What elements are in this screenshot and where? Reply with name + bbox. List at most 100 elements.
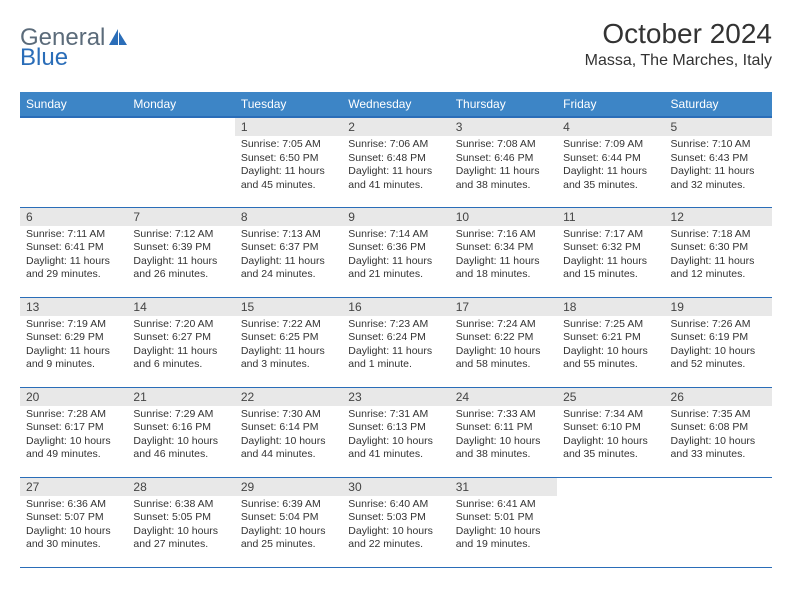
day-number: 2 <box>342 118 449 136</box>
calendar-cell: 12Sunrise: 7:18 AMSunset: 6:30 PMDayligh… <box>665 207 772 297</box>
day-details: Sunrise: 7:14 AMSunset: 6:36 PMDaylight:… <box>342 226 449 287</box>
day-details: Sunrise: 7:33 AMSunset: 6:11 PMDaylight:… <box>450 406 557 467</box>
calendar-row: 1Sunrise: 7:05 AMSunset: 6:50 PMDaylight… <box>20 117 772 207</box>
month-title: October 2024 <box>585 18 772 50</box>
day-details: Sunrise: 7:11 AMSunset: 6:41 PMDaylight:… <box>20 226 127 287</box>
calendar-cell: 27Sunrise: 6:36 AMSunset: 5:07 PMDayligh… <box>20 477 127 567</box>
day-details: Sunrise: 6:38 AMSunset: 5:05 PMDaylight:… <box>127 496 234 557</box>
day-details: Sunrise: 7:34 AMSunset: 6:10 PMDaylight:… <box>557 406 664 467</box>
day-details: Sunrise: 6:40 AMSunset: 5:03 PMDaylight:… <box>342 496 449 557</box>
day-details: Sunrise: 7:35 AMSunset: 6:08 PMDaylight:… <box>665 406 772 467</box>
day-details: Sunrise: 6:36 AMSunset: 5:07 PMDaylight:… <box>20 496 127 557</box>
day-details: Sunrise: 6:41 AMSunset: 5:01 PMDaylight:… <box>450 496 557 557</box>
calendar-cell: 1Sunrise: 7:05 AMSunset: 6:50 PMDaylight… <box>235 117 342 207</box>
weekday-header: Sunday <box>20 92 127 117</box>
day-details: Sunrise: 7:19 AMSunset: 6:29 PMDaylight:… <box>20 316 127 377</box>
weekday-header: Monday <box>127 92 234 117</box>
day-number: 29 <box>235 478 342 496</box>
calendar-cell: 30Sunrise: 6:40 AMSunset: 5:03 PMDayligh… <box>342 477 449 567</box>
calendar-cell: 21Sunrise: 7:29 AMSunset: 6:16 PMDayligh… <box>127 387 234 477</box>
day-number: 15 <box>235 298 342 316</box>
header: General October 2024 Massa, The Marches,… <box>20 18 772 70</box>
day-details: Sunrise: 7:28 AMSunset: 6:17 PMDaylight:… <box>20 406 127 467</box>
day-details: Sunrise: 7:09 AMSunset: 6:44 PMDaylight:… <box>557 136 664 197</box>
day-number: 16 <box>342 298 449 316</box>
calendar-cell: 4Sunrise: 7:09 AMSunset: 6:44 PMDaylight… <box>557 117 664 207</box>
calendar-row: 20Sunrise: 7:28 AMSunset: 6:17 PMDayligh… <box>20 387 772 477</box>
calendar-cell: 24Sunrise: 7:33 AMSunset: 6:11 PMDayligh… <box>450 387 557 477</box>
day-number: 22 <box>235 388 342 406</box>
calendar-cell: 11Sunrise: 7:17 AMSunset: 6:32 PMDayligh… <box>557 207 664 297</box>
calendar-cell: 16Sunrise: 7:23 AMSunset: 6:24 PMDayligh… <box>342 297 449 387</box>
day-number: 20 <box>20 388 127 406</box>
day-number: 1 <box>235 118 342 136</box>
calendar-cell <box>127 117 234 207</box>
day-number: 26 <box>665 388 772 406</box>
day-details: Sunrise: 7:17 AMSunset: 6:32 PMDaylight:… <box>557 226 664 287</box>
day-number: 3 <box>450 118 557 136</box>
calendar-row: 27Sunrise: 6:36 AMSunset: 5:07 PMDayligh… <box>20 477 772 567</box>
day-details: Sunrise: 7:29 AMSunset: 6:16 PMDaylight:… <box>127 406 234 467</box>
calendar-cell: 2Sunrise: 7:06 AMSunset: 6:48 PMDaylight… <box>342 117 449 207</box>
calendar-cell <box>557 477 664 567</box>
calendar-cell: 22Sunrise: 7:30 AMSunset: 6:14 PMDayligh… <box>235 387 342 477</box>
calendar-table: SundayMondayTuesdayWednesdayThursdayFrid… <box>20 92 772 568</box>
day-number: 27 <box>20 478 127 496</box>
calendar-cell: 9Sunrise: 7:14 AMSunset: 6:36 PMDaylight… <box>342 207 449 297</box>
weekday-header: Saturday <box>665 92 772 117</box>
day-details: Sunrise: 7:22 AMSunset: 6:25 PMDaylight:… <box>235 316 342 377</box>
day-number: 12 <box>665 208 772 226</box>
calendar-cell: 7Sunrise: 7:12 AMSunset: 6:39 PMDaylight… <box>127 207 234 297</box>
day-number: 17 <box>450 298 557 316</box>
logo-text-blue: Blue <box>20 44 68 71</box>
calendar-row: 6Sunrise: 7:11 AMSunset: 6:41 PMDaylight… <box>20 207 772 297</box>
day-number: 11 <box>557 208 664 226</box>
day-number: 9 <box>342 208 449 226</box>
day-details: Sunrise: 7:08 AMSunset: 6:46 PMDaylight:… <box>450 136 557 197</box>
day-details: Sunrise: 7:26 AMSunset: 6:19 PMDaylight:… <box>665 316 772 377</box>
day-details: Sunrise: 7:16 AMSunset: 6:34 PMDaylight:… <box>450 226 557 287</box>
day-number: 14 <box>127 298 234 316</box>
sail-icon <box>108 28 128 51</box>
day-details: Sunrise: 7:10 AMSunset: 6:43 PMDaylight:… <box>665 136 772 197</box>
day-number: 23 <box>342 388 449 406</box>
day-details: Sunrise: 7:18 AMSunset: 6:30 PMDaylight:… <box>665 226 772 287</box>
day-number: 4 <box>557 118 664 136</box>
day-details: Sunrise: 7:23 AMSunset: 6:24 PMDaylight:… <box>342 316 449 377</box>
calendar-cell: 17Sunrise: 7:24 AMSunset: 6:22 PMDayligh… <box>450 297 557 387</box>
day-number: 8 <box>235 208 342 226</box>
calendar-cell: 31Sunrise: 6:41 AMSunset: 5:01 PMDayligh… <box>450 477 557 567</box>
weekday-header: Wednesday <box>342 92 449 117</box>
day-number: 21 <box>127 388 234 406</box>
calendar-cell: 6Sunrise: 7:11 AMSunset: 6:41 PMDaylight… <box>20 207 127 297</box>
calendar-cell: 15Sunrise: 7:22 AMSunset: 6:25 PMDayligh… <box>235 297 342 387</box>
calendar-cell <box>665 477 772 567</box>
logo-blue-wrap: Blue <box>20 44 68 72</box>
calendar-cell: 23Sunrise: 7:31 AMSunset: 6:13 PMDayligh… <box>342 387 449 477</box>
day-details: Sunrise: 6:39 AMSunset: 5:04 PMDaylight:… <box>235 496 342 557</box>
calendar-body: 1Sunrise: 7:05 AMSunset: 6:50 PMDaylight… <box>20 117 772 567</box>
day-details: Sunrise: 7:13 AMSunset: 6:37 PMDaylight:… <box>235 226 342 287</box>
day-number: 18 <box>557 298 664 316</box>
day-details: Sunrise: 7:12 AMSunset: 6:39 PMDaylight:… <box>127 226 234 287</box>
day-details: Sunrise: 7:24 AMSunset: 6:22 PMDaylight:… <box>450 316 557 377</box>
day-details: Sunrise: 7:20 AMSunset: 6:27 PMDaylight:… <box>127 316 234 377</box>
day-number: 13 <box>20 298 127 316</box>
calendar-cell: 26Sunrise: 7:35 AMSunset: 6:08 PMDayligh… <box>665 387 772 477</box>
day-number: 19 <box>665 298 772 316</box>
calendar-cell: 29Sunrise: 6:39 AMSunset: 5:04 PMDayligh… <box>235 477 342 567</box>
calendar-row: 13Sunrise: 7:19 AMSunset: 6:29 PMDayligh… <box>20 297 772 387</box>
day-details: Sunrise: 7:25 AMSunset: 6:21 PMDaylight:… <box>557 316 664 377</box>
calendar-cell: 25Sunrise: 7:34 AMSunset: 6:10 PMDayligh… <box>557 387 664 477</box>
calendar-cell: 20Sunrise: 7:28 AMSunset: 6:17 PMDayligh… <box>20 387 127 477</box>
day-number: 5 <box>665 118 772 136</box>
calendar-cell: 13Sunrise: 7:19 AMSunset: 6:29 PMDayligh… <box>20 297 127 387</box>
calendar-cell: 10Sunrise: 7:16 AMSunset: 6:34 PMDayligh… <box>450 207 557 297</box>
day-number: 24 <box>450 388 557 406</box>
day-number: 31 <box>450 478 557 496</box>
weekday-header-row: SundayMondayTuesdayWednesdayThursdayFrid… <box>20 92 772 117</box>
day-details: Sunrise: 7:30 AMSunset: 6:14 PMDaylight:… <box>235 406 342 467</box>
location: Massa, The Marches, Italy <box>585 52 772 70</box>
day-details: Sunrise: 7:31 AMSunset: 6:13 PMDaylight:… <box>342 406 449 467</box>
title-block: October 2024 Massa, The Marches, Italy <box>585 18 772 70</box>
